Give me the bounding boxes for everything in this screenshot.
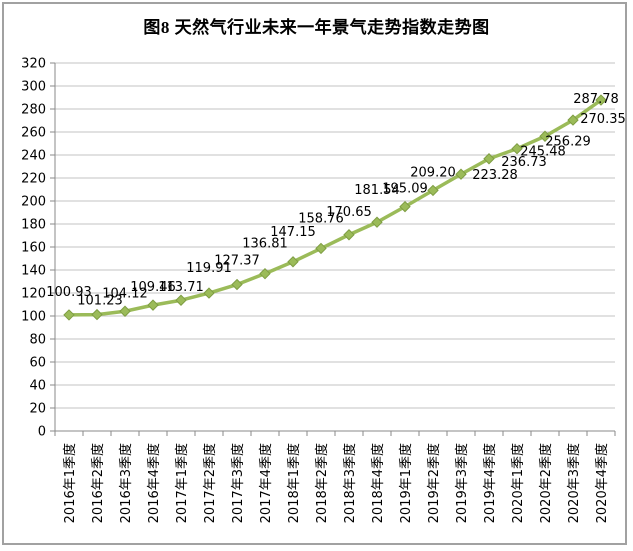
data-point-label: 181.54 [354, 183, 400, 198]
x-axis-label: 2019年2季度 [426, 443, 442, 523]
x-axis-label: 2019年1季度 [398, 443, 414, 523]
y-axis-tick-label: 200 [21, 195, 46, 210]
y-axis-tick-label: 40 [29, 379, 46, 394]
x-axis-label: 2016年1季度 [62, 443, 78, 523]
x-axis-label: 2019年3季度 [454, 443, 470, 523]
y-axis-tick-label: 100 [21, 310, 46, 325]
x-axis-label: 2020年1季度 [510, 443, 526, 523]
data-point-marker [483, 153, 495, 165]
data-point-marker [259, 267, 271, 280]
x-axis-label: 2020年4季度 [594, 443, 610, 523]
y-axis-tick-label: 220 [21, 172, 46, 187]
data-point-label: 147.15 [270, 225, 316, 240]
data-point-marker [231, 278, 243, 291]
data-point-label: 158.76 [298, 211, 344, 226]
data-point-label: 256.29 [545, 134, 591, 149]
x-axis-label: 2017年4季度 [258, 443, 274, 523]
data-point-label: 113.71 [158, 280, 204, 295]
x-axis-label: 2017年3季度 [230, 443, 246, 523]
y-axis-tick-label: 140 [21, 264, 46, 279]
y-axis-tick-label: 120 [21, 287, 46, 302]
y-axis-tick-label: 20 [29, 402, 46, 417]
x-axis-label: 2019年4季度 [482, 443, 498, 523]
y-axis-tick-label: 0 [38, 425, 46, 440]
data-point-label: 170.65 [326, 205, 372, 220]
data-point-marker [63, 309, 75, 321]
data-point-marker [119, 305, 131, 317]
data-point-marker [371, 216, 383, 228]
data-point-label: 245.48 [520, 145, 566, 160]
data-point-marker [427, 184, 439, 197]
x-axis-label: 2016年4季度 [146, 443, 162, 523]
data-point-marker [539, 130, 551, 142]
x-axis-label: 2016年3季度 [118, 443, 134, 523]
x-axis-label: 2017年1季度 [174, 443, 190, 523]
data-point-label: 119.91 [186, 261, 232, 276]
x-axis-label: 2020年3季度 [566, 443, 582, 523]
y-axis-tick-label: 160 [21, 241, 46, 256]
data-point-marker [175, 294, 187, 306]
y-axis-tick-label: 240 [21, 149, 46, 164]
data-point-marker [315, 242, 327, 255]
x-axis-label: 2018年1季度 [286, 443, 302, 523]
y-axis-tick-label: 180 [21, 218, 46, 233]
data-point-label: 209.20 [410, 165, 456, 180]
x-axis-label: 2018年2季度 [314, 443, 330, 523]
data-point-marker [455, 168, 467, 180]
data-point-label: 136.81 [242, 237, 288, 252]
data-point-label: 270.35 [580, 112, 626, 127]
y-axis-tick-label: 260 [21, 126, 46, 141]
data-point-marker [511, 142, 523, 155]
data-point-marker [595, 94, 607, 106]
data-point-marker [91, 308, 103, 321]
data-point-label: 104.12 [102, 286, 148, 301]
data-point-marker [203, 287, 215, 299]
x-axis-label: 2018年3季度 [342, 443, 358, 523]
data-point-label: 101.23 [77, 294, 123, 309]
x-axis-label: 2016年2季度 [90, 443, 106, 523]
data-point-marker [147, 299, 159, 311]
data-point-label: 287.78 [573, 92, 619, 107]
x-axis-label: 2017年2季度 [202, 443, 218, 523]
data-point-label: 236.73 [501, 155, 547, 170]
y-axis-tick-label: 300 [21, 80, 46, 95]
data-point-label: 195.09 [382, 182, 428, 197]
data-point-label: 109.46 [130, 280, 176, 295]
data-point-marker [287, 256, 299, 268]
data-point-label: 127.37 [214, 254, 260, 269]
y-axis-tick-label: 80 [29, 333, 46, 348]
x-axis-label: 2018年4季度 [370, 443, 386, 523]
y-axis-tick-label: 280 [21, 103, 46, 118]
data-point-marker [343, 229, 355, 241]
data-point-label: 223.28 [472, 168, 518, 183]
data-point-marker [399, 200, 411, 213]
x-axis-label: 2020年2季度 [538, 443, 554, 523]
y-axis-tick-label: 320 [21, 57, 46, 72]
data-point-label: 100.93 [46, 285, 92, 300]
data-point-marker [567, 114, 579, 126]
y-axis-tick-label: 60 [29, 356, 46, 371]
chart-title: 图8 天然气行业未来一年景气走势指数走势图 [143, 18, 490, 37]
